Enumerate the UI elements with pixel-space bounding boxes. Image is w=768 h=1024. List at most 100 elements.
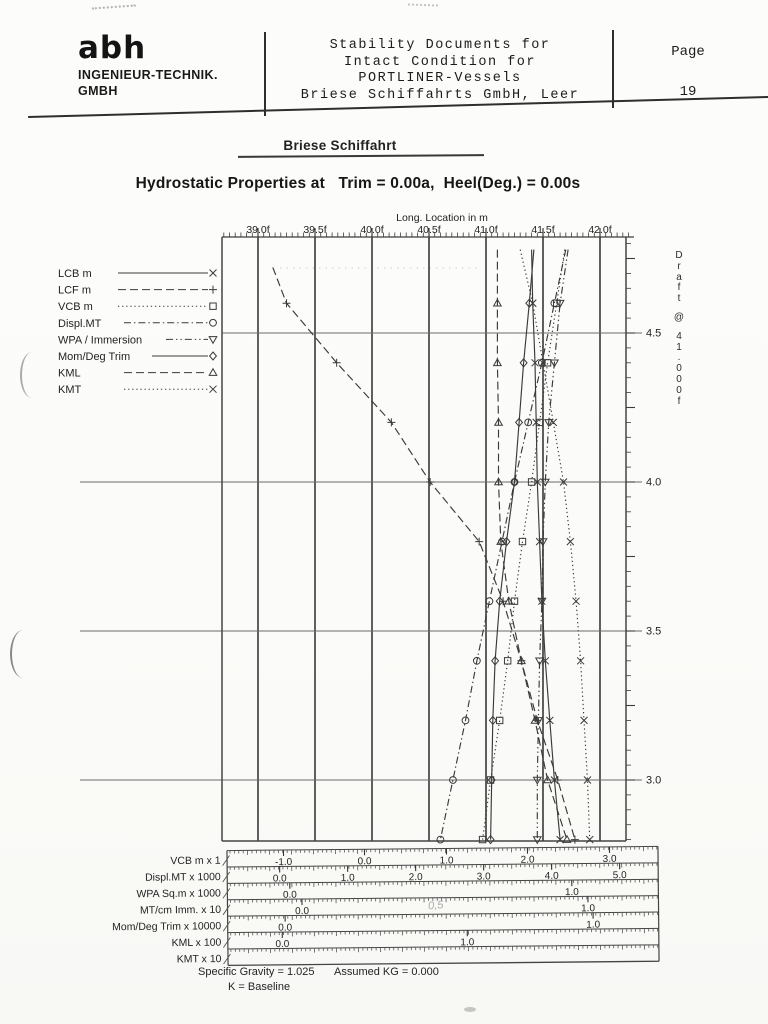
chart-text: 39.5f <box>303 224 326 236</box>
chart-text: MT/cm Imm. x 10 <box>140 904 221 917</box>
chart-title: Hydrostatic Properties at Trim = 0.00a, … <box>135 175 581 192</box>
doc-title-line: PORTLINER-Vessels <box>358 71 522 86</box>
doc-title-line: Stability Documents for <box>329 38 551 53</box>
legend-item-lcf-m: LCF m <box>58 285 217 297</box>
legend-item-vcb-m: VCB m <box>58 301 217 313</box>
chart-text: 5.0 <box>613 870 627 881</box>
legend-item-displ-mt: Displ.MT <box>58 318 217 330</box>
series-displ-mt <box>436 249 567 844</box>
doc-title-line: Intact Condition for <box>343 54 537 70</box>
series-wpa-immersion <box>532 249 569 845</box>
company-logo: abh <box>78 30 147 66</box>
chart-text: 0.0 <box>278 923 292 934</box>
specific-gravity-note: Specific Gravity = 1.025 <box>198 966 315 978</box>
chart-text: 1.0 <box>341 873 355 884</box>
company-name-line1: INGENIEUR-TECHNIK. <box>78 68 218 82</box>
chart-text: 40.5f <box>417 224 440 236</box>
series-kmt <box>519 249 594 844</box>
chart-text: 3.5 <box>646 626 661 638</box>
scale-row-mt-cm-imm-x-10: MT/cm Imm. x 10 0.0 1.0 0,5 <box>140 895 659 917</box>
chart-text: Long. Location in m <box>396 212 488 224</box>
chart-text: -1.0 <box>275 857 293 868</box>
chart-text: 0.0 <box>358 856 372 867</box>
legend-item-wpa-immersion: WPA / Immersion <box>58 334 218 346</box>
scale-row-kmt-x-10: KMT x 10 <box>177 944 659 965</box>
chart-text: WPA / Immersion <box>58 334 142 346</box>
legend: LCB m LCF m VCB m Displ.MT WPA / Immersion Mo… <box>58 268 218 396</box>
chart-text: LCF m <box>58 285 91 297</box>
chart-text: 2.0 <box>409 872 423 883</box>
scan-artifact <box>20 352 44 398</box>
chart-text: 3.0 <box>477 871 491 882</box>
x-axis-ruler: 39.0f 39.5f 40.0f 40.5f 41.0f 41.5f 42.0f Long.… <box>222 212 634 238</box>
header-divider-left <box>264 32 266 116</box>
chart-text: 1.0 <box>581 903 595 914</box>
chart-text: 41.0f <box>474 224 497 236</box>
series-mom-deg-trim <box>486 249 535 845</box>
header-divider-right <box>612 30 614 108</box>
chart-text: 0,5 <box>428 899 445 912</box>
scale-row-vcb-m-x-1: VCB m x 1 -1.0 0.0 1.0 2.0 3.0 <box>170 845 658 868</box>
page-label: Page <box>671 44 705 60</box>
chart-text: 42.0f <box>588 224 611 236</box>
chart-text: Displ.MT <box>58 318 102 330</box>
chart-text: 2.0 <box>521 855 535 866</box>
doc-title-line: Briese Schiffahrts GmbH, Leer <box>300 87 580 103</box>
document-title-block: Stability Documents for Intact Condition… <box>268 38 612 104</box>
chart-text: 4.0 <box>646 477 661 489</box>
chart-text: 0.0 <box>275 939 289 950</box>
chart-text: 4.5 <box>646 328 661 340</box>
legend-item-kmt: KMT <box>58 384 217 396</box>
scan-artifact <box>407 3 439 12</box>
subheader: Briese Schiffahrt <box>283 138 397 153</box>
chart-text: Mom/Deg Trim x 10000 <box>112 920 221 933</box>
chart-text: 0.0 <box>283 890 297 901</box>
legend-item-lcb-m: LCB m <box>58 268 217 280</box>
chart-text: 0.0 <box>295 906 309 917</box>
chart-text: 0.0 <box>273 873 287 884</box>
chart-text: 3.0 <box>646 775 661 787</box>
chart-text: Mom/Deg Trim <box>58 351 130 363</box>
series-lcf-m <box>272 267 579 844</box>
assumed-kg-note: Assumed KG = 0.000 <box>334 966 439 978</box>
plot-grid: 4.5 4.0 3.5 3.0 <box>80 237 661 841</box>
chart-text: KMT <box>58 384 82 396</box>
y-axis-ruler <box>626 243 635 840</box>
chart-text: KML x 100 <box>171 937 221 949</box>
legend-item-kml: KML <box>58 368 218 380</box>
scan-artifact <box>464 1007 476 1012</box>
series-kml <box>492 249 572 843</box>
chart-text: 3.0 <box>603 854 617 865</box>
k-baseline-note: K = Baseline <box>228 981 291 993</box>
scale-row-mom-deg-trim-x-10000: Mom/Deg Trim x 10000 0.0 1.0 <box>112 911 659 934</box>
chart-text: Displ.MT x 1000 <box>145 871 221 884</box>
draft-axis-word: @ <box>673 311 685 323</box>
chart-text: KMT x 10 <box>177 953 222 965</box>
page-number: 19 <box>679 84 697 100</box>
legend-item-mom-deg-trim: Mom/Deg Trim <box>58 351 218 363</box>
page-number-block: Page 19 <box>628 44 748 100</box>
chart-text: 1.0 <box>440 855 454 866</box>
scan-artifact <box>10 630 36 678</box>
chart-text: WPA Sq.m x 1000 <box>136 887 221 900</box>
scale-row-displ-mt-x-1000: Displ.MT x 1000 0.0 1.0 2.0 3.0 4.0 5.0 <box>145 862 659 885</box>
chart-text: 40.0f <box>360 224 383 236</box>
chart-text: 1.0 <box>565 887 579 898</box>
chart-text: KML <box>58 368 81 380</box>
company-name-line2: GMBH <box>78 84 118 98</box>
chart-text: LCB m <box>58 268 92 280</box>
chart-text: 4.0 <box>545 871 559 882</box>
scale-row-kml-x-100: KML x 100 0.0 1.0 <box>171 927 659 950</box>
chart-text: 1.0 <box>460 937 474 948</box>
plot-frame <box>221 237 627 842</box>
chart-text: 39.0f <box>246 224 269 236</box>
chart-text: 1.0 <box>586 920 600 931</box>
chart-text: VCB m x 1 <box>170 855 220 867</box>
chart-text: VCB m <box>58 301 93 313</box>
